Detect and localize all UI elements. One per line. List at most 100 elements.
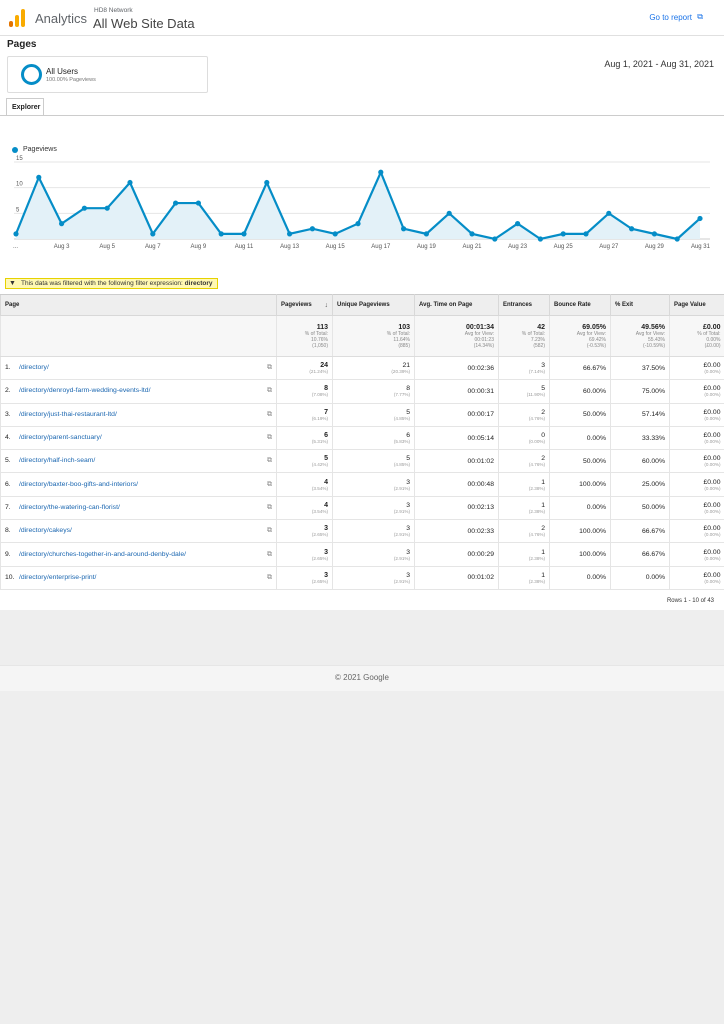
x-tick-label: Aug 15: [326, 244, 346, 250]
page-value-pct: (0.00%): [704, 415, 721, 421]
page-value-pct: (0.00%): [704, 462, 721, 468]
rows-info: Rows 1 - 10 of 43: [666, 598, 714, 604]
data-point: [287, 231, 293, 237]
avg-time-cell: 00:00:29: [414, 542, 499, 567]
data-point: [195, 200, 201, 206]
page-value-value: £0.00: [703, 455, 721, 463]
open-page-icon[interactable]: ⧉: [267, 364, 272, 372]
pageviews-pct: (7.08%): [311, 392, 328, 398]
table-row: 7. /directory/the-watering-can-florist/ ⧉ 4…: [0, 496, 724, 521]
data-point: [583, 231, 589, 237]
col-header-avg-time[interactable]: Avg. Time on Page: [414, 294, 499, 316]
avg-time-cell: 00:02:33: [414, 519, 499, 544]
open-page-icon[interactable]: ⧉: [267, 503, 272, 511]
entrances-value: 1: [541, 571, 545, 579]
unique-pageviews-cell: 3 (2.91%): [332, 519, 415, 544]
total-label: % of Total:: [521, 330, 545, 337]
page-value-cell: £0.00 (0.00%): [669, 449, 724, 474]
col-header-page-value[interactable]: Page Value: [669, 294, 724, 316]
pageviews-cell: 8 (7.08%): [276, 379, 333, 404]
pageviews-pct: (4.42%): [311, 462, 328, 468]
entrances-pct: (7.14%): [528, 369, 545, 375]
entrances-pct: (2.38%): [528, 555, 545, 561]
segment-card[interactable]: All Users 100.00% Pageviews: [7, 56, 208, 93]
open-page-icon[interactable]: ⧉: [267, 410, 272, 418]
data-point: [36, 174, 42, 180]
col-header-entrances[interactable]: Entrances: [498, 294, 550, 316]
external-link-icon[interactable]: ⧉: [697, 12, 703, 21]
open-page-icon[interactable]: ⧉: [267, 480, 272, 488]
open-page-icon[interactable]: ⧉: [267, 457, 272, 465]
page-value-value: £0.00: [703, 408, 721, 416]
page-link[interactable]: /directory/just-thai-restaurant-ltd/: [19, 410, 117, 418]
pageviews-chart[interactable]: 15 10 5... Aug 3 Aug 5 Aug 7 Aug 9 Aug 11 Aug 13…: [0, 155, 724, 255]
unique-pageviews-value: 21: [402, 362, 410, 370]
data-point: [127, 179, 133, 186]
col-header-bounce-rate[interactable]: Bounce Rate: [549, 294, 611, 316]
page-link[interactable]: /directory/enterprise-print/: [19, 573, 97, 581]
totals-cell: 49.56% Avg for View: 55.43% (-10.59%): [610, 315, 670, 357]
page-value-value: £0.00: [703, 478, 721, 486]
page-link[interactable]: /directory/the-watering-can-florist/: [19, 503, 120, 511]
table-row: 8./directory/cakeys/⧉ 3 (2.65%) 3 (2.91%) 00:…: [0, 519, 724, 544]
unique-pageviews-cell: 8 (7.77%): [332, 379, 415, 404]
page-link[interactable]: /directory/: [19, 364, 49, 372]
total-reference: 55.43%: [648, 336, 665, 343]
total-reference: 0.00%: [706, 336, 721, 343]
page-value-value: £0.00: [703, 362, 721, 370]
unique-pageviews-pct: (20.39%): [391, 369, 410, 375]
total-reference: 10.76%: [311, 336, 328, 343]
avg-time-cell: 00:01:02: [414, 449, 499, 474]
entrances-pct: (4.76%): [528, 462, 545, 468]
total-reference: 7.23%: [530, 336, 545, 343]
total-label: Avg for View:: [464, 330, 494, 337]
pageviews-pct: (3.54%): [311, 508, 328, 514]
col-header-page[interactable]: Page: [0, 294, 277, 316]
pageviews-pct: (2.65%): [311, 555, 328, 561]
page-link[interactable]: /directory/cakeys/: [19, 527, 72, 535]
open-page-icon[interactable]: ⧉: [267, 434, 272, 442]
entrances-pct: (2.38%): [528, 508, 545, 514]
col-header-unique-pageviews[interactable]: Unique Pageviews: [332, 294, 415, 316]
page-link[interactable]: /directory/baxter-boo-gifts-and-interior…: [19, 480, 138, 488]
avg-time-cell: 00:00:31: [414, 379, 499, 404]
y-tick-label: 5: [16, 207, 20, 213]
col-header-exit[interactable]: % Exit: [610, 294, 670, 316]
table-row: 1./directory/⧉ 24 (21.24%) 21 (20.39%) 00:02:…: [0, 356, 724, 381]
page-link[interactable]: /directory/half-inch-seam/: [19, 457, 96, 465]
exit-cell: 60.00%: [610, 449, 670, 474]
entrances-pct: (2.38%): [528, 578, 545, 584]
page-cell: 6. /directory/baxter-boo-gifts-and-interi…: [0, 472, 277, 497]
open-page-icon[interactable]: ⧉: [267, 387, 272, 395]
page-link[interactable]: /directory/churches-together-in-and-arou…: [19, 550, 186, 558]
view-name[interactable]: All Web Site Data: [93, 16, 195, 31]
table-row: 4./directory/parent-sanctuary/⧉ 6 (5.31%) 6…: [0, 426, 724, 451]
page-link[interactable]: /directory/parent-sanctuary/: [19, 434, 102, 442]
entrances-cell: 1 (2.38%): [498, 496, 550, 521]
page-cell: 10. /directory/enterprise-print/ ⧉: [0, 566, 277, 590]
total-value: 113: [316, 323, 328, 331]
unique-pageviews-cell: 3 (2.91%): [332, 472, 415, 497]
page-value-pct: (0.00%): [704, 392, 721, 398]
date-range[interactable]: Aug 1, 2021 - Aug 31, 2021: [604, 59, 714, 69]
bounce-rate-cell: 50.00%: [549, 403, 611, 427]
page-link[interactable]: /directory/denroyd-farm-wedding-events-l…: [19, 387, 151, 395]
entrances-value: 2: [541, 455, 545, 463]
open-page-icon[interactable]: ⧉: [267, 550, 272, 558]
unique-pageviews-cell: 5 (4.85%): [332, 449, 415, 474]
totals-cell: 69.05% Avg for View: 69.42% (-0.53%): [549, 315, 611, 357]
segment-name: All Users: [46, 67, 79, 76]
bounce-rate-cell: 0.00%: [549, 426, 611, 451]
header: Analytics HD8 Network All Web Site Data …: [0, 0, 724, 36]
go-to-report-link[interactable]: Go to report: [649, 13, 692, 22]
pageviews-cell: 3 (2.65%): [276, 566, 333, 590]
legend-dot-icon: [12, 147, 18, 153]
open-page-icon[interactable]: ⧉: [267, 527, 272, 535]
unique-pageviews-pct: (2.91%): [393, 555, 410, 561]
pageviews-value: 6: [324, 432, 328, 440]
col-header-pageviews[interactable]: Pageviews ↓: [276, 294, 333, 316]
unique-pageviews-value: 8: [406, 385, 410, 393]
tab-explorer[interactable]: Explorer: [6, 98, 44, 115]
open-page-icon[interactable]: ⧉: [267, 573, 272, 581]
account-name[interactable]: HD8 Network: [94, 7, 133, 14]
